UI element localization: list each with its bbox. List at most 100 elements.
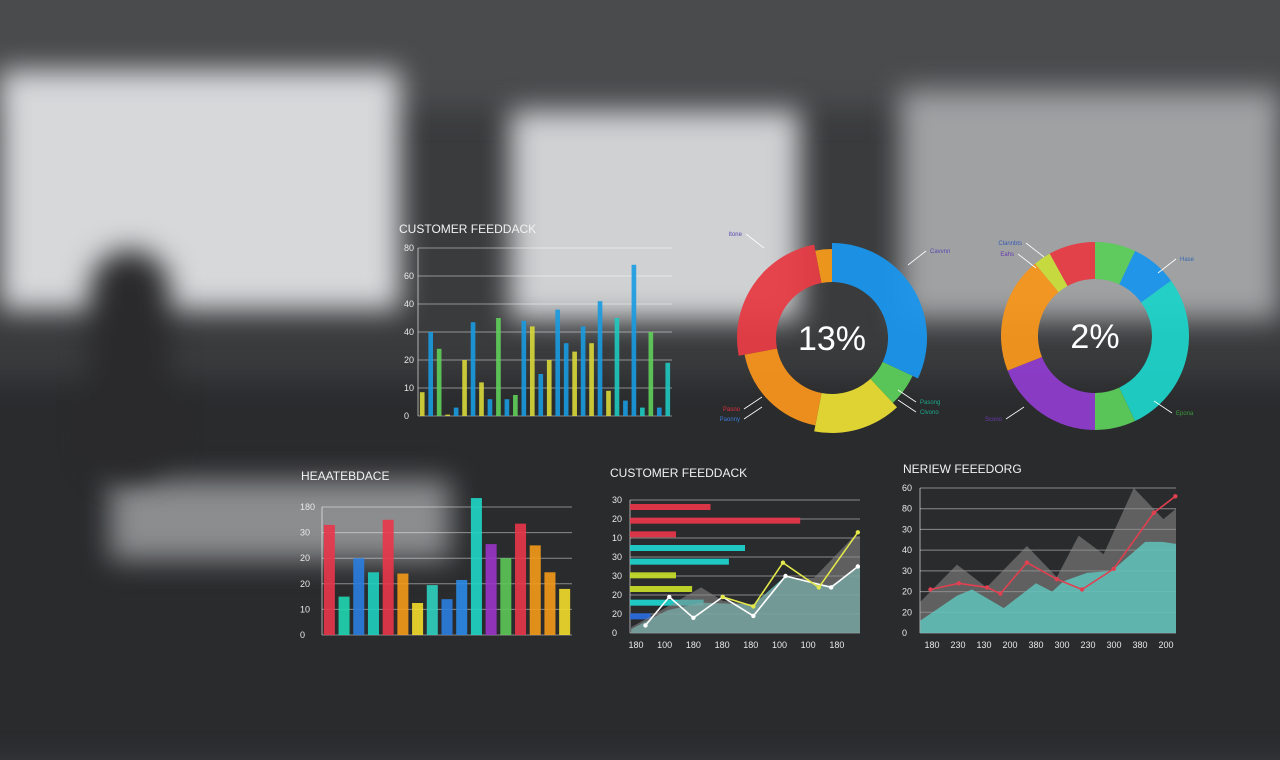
chart-1-bar — [606, 390, 611, 416]
chart-3-data-point — [855, 530, 861, 535]
donut-2-annotation: Clannbts — [998, 241, 1022, 247]
chart-4-line-series — [930, 495, 1176, 595]
chart-3-y-tick-label: 30 — [612, 571, 622, 581]
chart-2-bar — [559, 588, 571, 635]
chart-3-x-tick-label: 100 — [772, 640, 787, 650]
office-background-wall-right — [900, 90, 1280, 320]
chart-3-data-point — [751, 604, 756, 609]
chart-1-bar — [631, 264, 637, 416]
chart-3-data-point — [783, 573, 788, 579]
chart-3-y-tick-label: 30 — [612, 495, 622, 505]
chart-1-y-tick-label: 40 — [404, 327, 414, 337]
chart-4-x-tick-label: 300 — [1054, 640, 1069, 650]
chart-4-data-point — [998, 591, 1003, 596]
chart-1-bar — [487, 399, 493, 416]
chart-4-x-tick-label: 300 — [1106, 640, 1121, 650]
chart-1-bar — [648, 332, 654, 416]
chart-4-x-tick-label: 230 — [950, 640, 965, 650]
chart-3-y-tick-label: 20 — [612, 590, 622, 600]
chart-2-y-tick-label: 10 — [300, 604, 310, 614]
chart-4-y-tick-label: 40 — [902, 545, 912, 555]
chart-2-title: HEAATEBDACE — [301, 469, 389, 483]
donut-2-slice — [1035, 253, 1068, 293]
chart-2-y-tick-label: 180 — [300, 502, 315, 512]
donut-2-leader-line — [1157, 258, 1177, 274]
chart-3-x-tick-label: 100 — [801, 640, 816, 650]
chart-4-data-point — [984, 585, 990, 590]
donut-1-slice — [815, 249, 832, 283]
chart-2-y-tick-label: 0 — [300, 630, 305, 640]
chart-3-x-tick-label: 180 — [628, 640, 643, 650]
chart-3-y-tick-label: 10 — [612, 533, 622, 543]
chart-3-x-tick-label: 180 — [715, 640, 730, 650]
chart-1-bar — [538, 374, 544, 416]
donut-2-slice — [1000, 263, 1059, 371]
chart-3-y-tick-label: 20 — [612, 609, 622, 619]
chart-3-y-tick-label: 20 — [612, 514, 622, 524]
donut-2-slice — [1007, 356, 1095, 430]
chart-1-bar — [546, 360, 552, 416]
donut-2-slice — [1049, 242, 1095, 287]
chart-2-bar — [353, 558, 365, 635]
chart-1-y-tick-label: 10 — [404, 383, 414, 393]
chart-4-y-tick-label: 20 — [902, 587, 912, 597]
donut-1-leader-line — [745, 233, 765, 249]
chart-3-horizontal-bar — [630, 599, 704, 606]
donut-2-center-label: 2% — [1070, 318, 1119, 356]
chart-3-horizontal-bar — [630, 545, 745, 551]
donut-1-slice — [832, 243, 927, 379]
chart-1-bar — [496, 318, 501, 416]
dashboard-overlay: CUSTOMER FEEDDACK 0 10 20 40 40 60 80 HEAATEBDAC… — [300, 222, 1195, 650]
chart-1-title: CUSTOMER FEEDDACK — [399, 222, 536, 236]
chart-2-y-tick-label: 20 — [300, 553, 310, 563]
chart-4-data-point — [1054, 576, 1060, 582]
chart-4-x-tick-label: 200 — [1002, 640, 1017, 650]
chart-1-bar — [623, 400, 628, 416]
chart-1-bar — [614, 318, 620, 416]
chart-3-area-series — [631, 536, 860, 633]
chart-2-bar — [338, 596, 350, 635]
donut-1-leader-line — [743, 406, 763, 420]
chart-2-bar — [412, 603, 424, 635]
chart-1-bar — [580, 326, 586, 416]
chart-1-y-tick-label: 80 — [404, 243, 414, 253]
chart-3-x-tick-label: 100 — [657, 640, 672, 650]
chart-2-bar — [397, 573, 409, 635]
donut-2-slice — [1095, 242, 1136, 285]
donut-2-leader-line — [1017, 253, 1037, 269]
chart-2-y-tick-label: 30 — [300, 528, 310, 538]
chart-2-bar — [426, 585, 438, 635]
chart-1-bar — [555, 309, 561, 416]
chart-4-data-point — [1173, 494, 1178, 499]
chart-4-y-tick-label: 20 — [902, 607, 912, 617]
donut-1-slice — [737, 244, 822, 356]
donut-1-leader-line — [743, 396, 763, 410]
chart-2-bar — [544, 572, 556, 635]
chart-4-x-tick-label: 230 — [1080, 640, 1095, 650]
chart-1-bar — [640, 407, 645, 416]
chart-3-data-point — [643, 623, 648, 628]
donut-1-leader-line — [897, 399, 917, 413]
chart-1-bar — [445, 414, 450, 416]
chart-4-title: NERIEW FEEEDORG — [903, 462, 1022, 476]
donut-1-annotation: Itone — [729, 232, 743, 238]
chart-2-bar — [500, 558, 512, 635]
donut-1-annotation: Cavvnn — [930, 249, 950, 255]
chart-1-bar — [563, 343, 569, 416]
chart-4-y-tick-label: 30 — [902, 566, 912, 576]
chart-4-data-point — [1024, 560, 1030, 565]
chart-4-x-tick-label: 380 — [1028, 640, 1043, 650]
chart-2-bar — [456, 579, 468, 635]
chart-1-bar — [453, 407, 459, 416]
chart-1-y-tick-label: 60 — [404, 271, 414, 281]
chart-3-line-series — [644, 565, 859, 626]
chart-3-data-point — [667, 594, 672, 600]
chart-3-data-point — [855, 564, 861, 569]
chart-1-bar — [436, 348, 442, 416]
chart-3-data-point — [751, 613, 756, 619]
donut-2-slice — [1119, 280, 1189, 422]
chart-4-data-point — [956, 581, 961, 586]
chart-2-bar — [367, 572, 379, 635]
chart-4-x-tick-label: 200 — [1158, 640, 1173, 650]
chart-3-horizontal-bar — [630, 531, 676, 538]
